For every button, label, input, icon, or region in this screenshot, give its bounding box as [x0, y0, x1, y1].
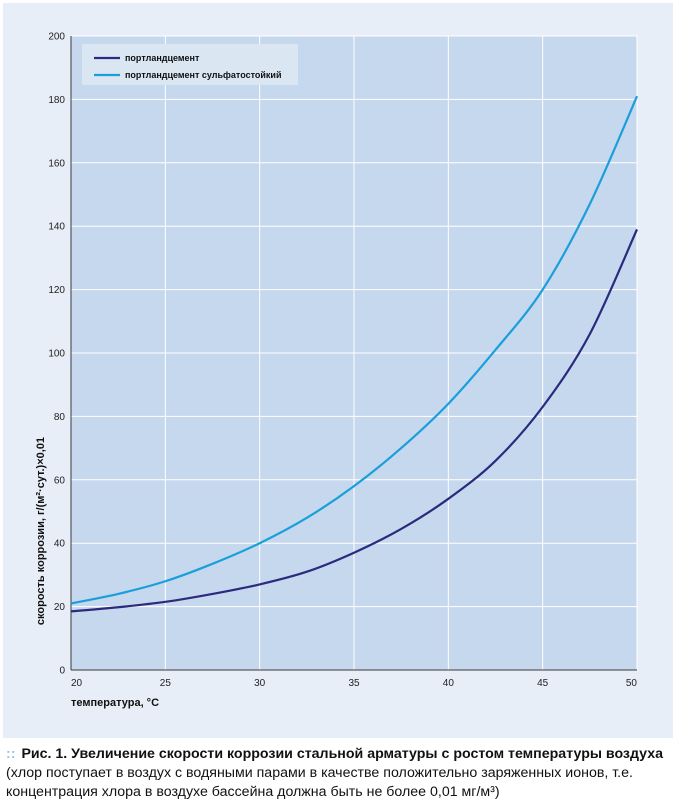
caption-text: (хлор поступает в воздух с водяными пара… [6, 765, 633, 800]
x-tick-label: 30 [254, 678, 266, 689]
y-tick-label: 20 [54, 602, 66, 613]
legend-label: портландцемент сульфатостойкий [125, 70, 282, 80]
gridlines [71, 35, 638, 670]
legend-box [82, 44, 298, 85]
caption-bullet: :: [6, 746, 16, 762]
corrosion-rate-chart: 0 20 40 60 80 100 120 140 160 180 200 20 25 30 35 40 45… [35, 32, 639, 709]
y-tick-label: 180 [48, 95, 65, 106]
y-tick-label: 60 [54, 475, 66, 486]
caption-title: Рис. 1. Увеличение скорости коррозии ста… [21, 746, 664, 762]
legend-label: портландцемент [125, 53, 200, 63]
x-tick-label: 25 [160, 678, 172, 689]
y-tick-label: 140 [48, 222, 65, 233]
x-tick-label: 45 [537, 678, 549, 689]
y-tick-label: 100 [48, 349, 65, 360]
y-tick-labels: 0 20 40 60 80 100 120 140 160 180 200 [48, 32, 65, 677]
x-axis-label: температура, °С [71, 697, 159, 709]
y-tick-label: 80 [54, 412, 66, 423]
series-line-2 [70, 95, 639, 605]
y-tick-label: 0 [59, 666, 65, 677]
legend: портландцемент портландцемент сульфатосто… [82, 44, 298, 85]
x-tick-label: 20 [71, 678, 83, 689]
series-line-1 [70, 228, 639, 613]
series-lines [70, 95, 639, 613]
y-tick-label: 160 [48, 158, 65, 169]
x-tick-labels: 20 25 30 35 40 45 50 [71, 678, 637, 689]
y-tick-label: 200 [48, 32, 65, 43]
x-tick-label: 40 [443, 678, 455, 689]
y-tick-label: 120 [48, 285, 65, 296]
x-tick-label: 35 [348, 678, 360, 689]
x-tick-label: 50 [626, 678, 638, 689]
figure-caption: :: Рис. 1. Увеличение скорости коррозии с… [6, 745, 674, 802]
y-axis-label: скорость коррозии, г/(м²·сут.)×0,01 [35, 437, 47, 625]
axes [70, 36, 637, 671]
y-tick-label: 40 [54, 539, 66, 550]
